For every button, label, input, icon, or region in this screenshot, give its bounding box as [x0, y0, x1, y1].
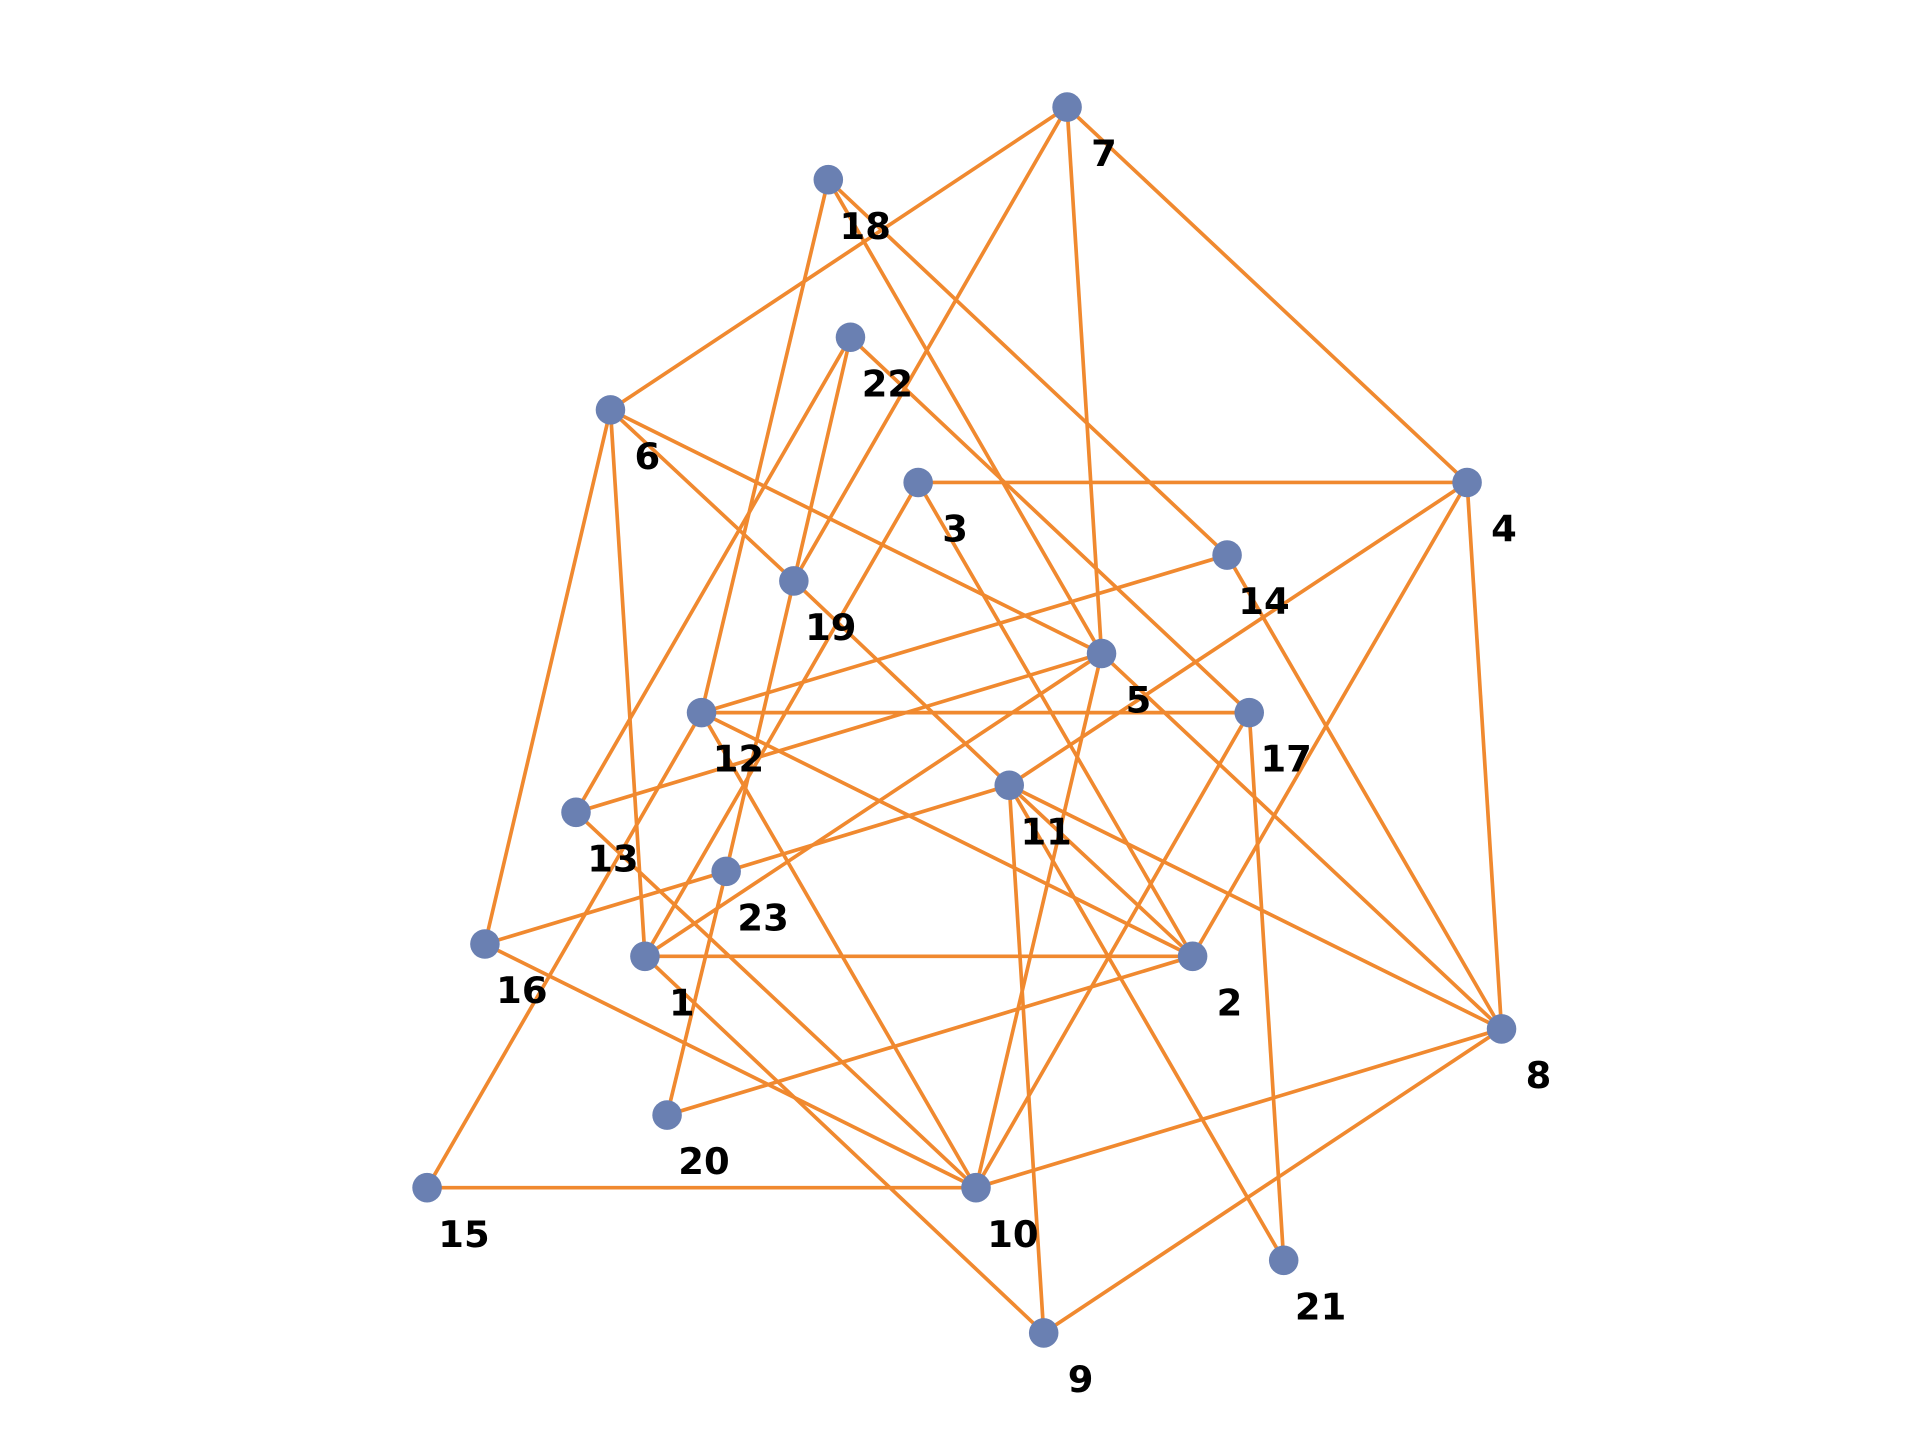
node-12	[686, 697, 717, 728]
node-label-8: 8	[1526, 1054, 1552, 1097]
edge-7-5	[1065, 106, 1104, 654]
edge-12-10	[699, 711, 978, 1189]
edge-18-5	[826, 178, 1104, 655]
edges	[425, 105, 1504, 1335]
edge-17-10	[974, 711, 1251, 1189]
edge-5-10	[974, 653, 1104, 1189]
node-2	[1177, 941, 1208, 972]
node-6	[595, 395, 626, 425]
edge-8-9	[1042, 1027, 1503, 1335]
edge-2-20	[666, 954, 1194, 1117]
edge-22-17	[849, 335, 1251, 714]
edge-7-19	[792, 106, 1069, 582]
edge-8-10	[975, 1027, 1503, 1190]
node-23	[711, 856, 741, 887]
node-14	[1212, 540, 1242, 570]
edge-11-2	[1007, 783, 1194, 958]
node-label-1: 1	[669, 981, 695, 1024]
node-label-21: 21	[1295, 1285, 1346, 1328]
node-label-22: 22	[862, 362, 913, 405]
node-label-7: 7	[1091, 132, 1117, 175]
edge-7-4	[1065, 105, 1469, 484]
node-label-16: 16	[496, 969, 547, 1012]
node-22	[835, 322, 866, 352]
edge-13-10	[574, 810, 978, 1190]
node-16	[470, 929, 500, 959]
edge-16-23	[484, 869, 727, 946]
edge-19-11	[792, 579, 1011, 787]
node-17	[1234, 697, 1264, 728]
edge-11-8	[1008, 783, 1503, 1031]
node-9	[1028, 1318, 1059, 1348]
edge-3-1	[643, 481, 920, 958]
node-label-18: 18	[840, 205, 891, 248]
edge-11-21	[1007, 784, 1286, 1262]
edge-12-2	[700, 710, 1194, 958]
node-15	[412, 1172, 442, 1203]
edge-6-1	[608, 409, 647, 957]
node-11	[994, 770, 1024, 800]
edge-16-10	[484, 942, 977, 1190]
node-label-20: 20	[678, 1140, 729, 1183]
node-20	[652, 1100, 682, 1130]
node-10	[961, 1172, 991, 1203]
edge-5-8	[1100, 652, 1503, 1031]
edge-4-8	[1465, 482, 1504, 1030]
node-5	[1086, 638, 1117, 669]
edge-1-9	[643, 954, 1045, 1335]
node-label-12: 12	[713, 738, 764, 781]
edge-11-9	[1007, 785, 1046, 1334]
edge-6-5	[609, 408, 1103, 656]
node-4	[1452, 467, 1482, 498]
node-label-6: 6	[635, 435, 661, 478]
edge-14-12	[701, 553, 1228, 715]
node-label-14: 14	[1238, 580, 1289, 623]
edge-12-15	[425, 711, 704, 1189]
edge-22-19	[792, 336, 853, 582]
node-1	[630, 941, 660, 972]
node-18	[813, 164, 844, 195]
edge-5-1	[643, 651, 1103, 958]
node-8	[1486, 1014, 1517, 1044]
edge-4-11	[1008, 480, 1469, 787]
node-label-11: 11	[1020, 810, 1071, 853]
edge-6-19	[609, 408, 796, 583]
edge-23-11	[725, 783, 1010, 874]
node-13	[561, 797, 591, 828]
node-21	[1268, 1245, 1299, 1276]
node-7	[1052, 92, 1082, 122]
node-label-2: 2	[1217, 981, 1243, 1024]
node-label-10: 10	[987, 1213, 1038, 1256]
node-label-9: 9	[1068, 1358, 1094, 1401]
edge-22-13	[574, 336, 853, 814]
node-19	[779, 566, 809, 596]
edge-3-2	[916, 481, 1195, 958]
node-label-5: 5	[1126, 679, 1152, 722]
edge-18-14	[827, 178, 1229, 557]
node-label-17: 17	[1260, 738, 1311, 781]
edge-17-21	[1247, 712, 1286, 1261]
node-label-15: 15	[438, 1213, 489, 1256]
edge-4-2	[1191, 481, 1469, 958]
edge-14-8	[1225, 554, 1504, 1030]
node-label-3: 3	[942, 508, 968, 551]
node-label-13: 13	[587, 837, 638, 880]
edge-6-16	[483, 409, 613, 945]
node-label-19: 19	[805, 606, 856, 649]
edge-7-6	[609, 105, 1069, 412]
node-label-4: 4	[1491, 508, 1517, 551]
node-label-23: 23	[737, 896, 788, 939]
node-3	[903, 467, 933, 498]
edge-23-20	[665, 870, 728, 1116]
edge-19-23	[724, 580, 796, 872]
nodes	[412, 92, 1517, 1348]
edge-18-12	[699, 179, 831, 714]
edge-5-13	[575, 651, 1103, 815]
